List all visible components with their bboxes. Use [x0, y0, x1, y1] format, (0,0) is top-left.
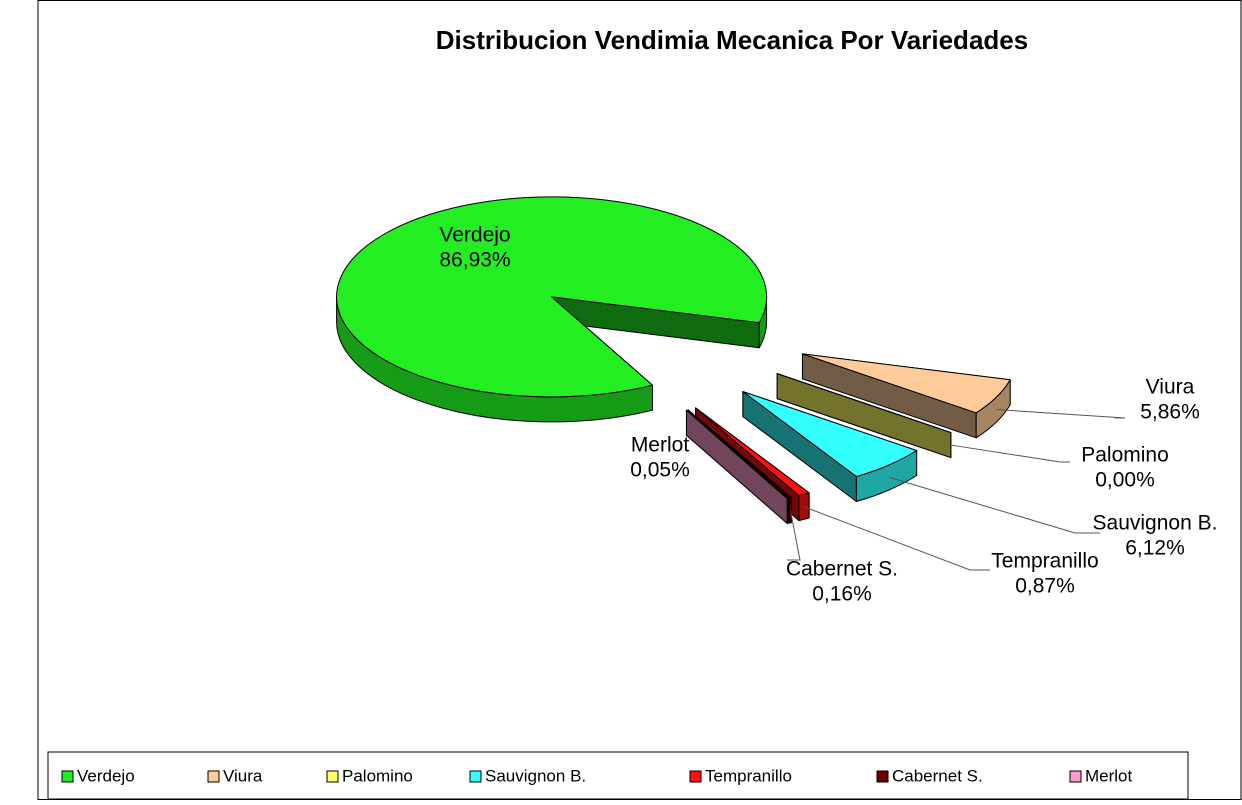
legend-label: Sauvignon B.: [485, 766, 586, 785]
slice-top: [695, 407, 810, 497]
slice-label-name: Tempranillo: [991, 550, 1098, 573]
legend-swatch: [326, 770, 339, 783]
slice-top: [776, 373, 952, 434]
slice-wall: [786, 497, 789, 525]
leader-line: [996, 409, 1126, 419]
slice-label-name: Viura: [1146, 376, 1195, 399]
slice-top: [742, 391, 918, 478]
legend-label: Viura: [223, 766, 263, 785]
pie-slice: [742, 391, 918, 503]
pie-slice: [776, 373, 952, 459]
slice-label-name: Cabernet S.: [786, 558, 898, 581]
legend-box: [47, 751, 1189, 800]
slice-label-value: 5,86%: [1140, 401, 1200, 424]
slice-top: [687, 409, 792, 499]
legend-label: Palomino: [342, 766, 413, 785]
legend-swatch: [207, 770, 220, 783]
slice-label-value: 0,16%: [812, 583, 872, 606]
legend-swatch: [876, 770, 889, 783]
slice-label-name: Palomino: [1081, 444, 1169, 467]
pie-slice: [801, 353, 1011, 439]
pie-slice: [685, 409, 789, 525]
legend-swatch: [61, 770, 74, 783]
slice-label-name: Merlot: [631, 434, 690, 457]
legend-label: Cabernet S.: [892, 766, 983, 785]
legend-label: Verdejo: [77, 766, 135, 785]
slice-label-name: Sauvignon B.: [1093, 512, 1218, 535]
slice-label-value: 0,05%: [630, 459, 690, 482]
slice-wall: [788, 497, 792, 524]
legend-label: Merlot: [1085, 766, 1133, 785]
pie-slice: [336, 196, 768, 423]
slice-top: [801, 353, 1011, 414]
slice-wall: [798, 492, 810, 522]
slice-top: [336, 196, 768, 398]
slice-label-value: 0,87%: [1015, 575, 1075, 598]
legend-swatch: [1069, 770, 1082, 783]
pie: [336, 196, 1011, 525]
leader-line: [803, 506, 990, 571]
legend-label: Tempranillo: [705, 766, 792, 785]
legend-swatch: [469, 770, 482, 783]
slice-top: [685, 409, 789, 500]
slice-label-name: Verdejo: [439, 224, 510, 247]
slice-label-value: 86,93%: [439, 249, 510, 272]
slice-label-value: 0,00%: [1095, 469, 1155, 492]
leader-line: [787, 510, 801, 561]
leader-line: [889, 476, 1100, 534]
slice-label-value: 6,12%: [1125, 537, 1185, 560]
chart-title: Distribucion Vendimia Mecanica Por Varie…: [436, 25, 1028, 55]
legend-swatch: [689, 770, 702, 783]
leader-line: [950, 444, 1070, 463]
